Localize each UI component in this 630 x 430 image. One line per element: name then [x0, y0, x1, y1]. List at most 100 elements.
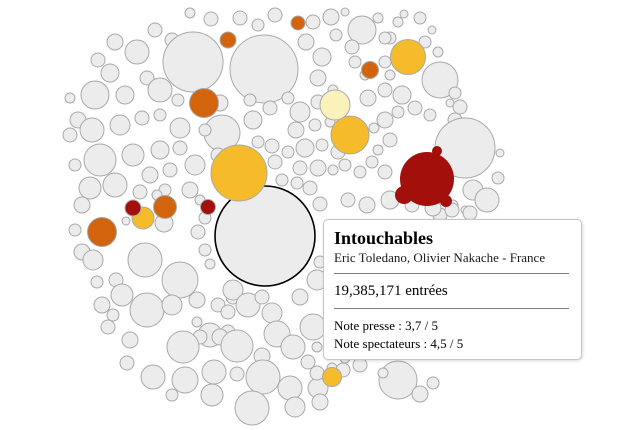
bubble[interactable] [243, 93, 257, 107]
bubble[interactable] [312, 47, 332, 67]
bubble[interactable] [302, 180, 318, 196]
bubble[interactable] [495, 148, 505, 158]
bubble[interactable] [210, 144, 268, 202]
bubble[interactable] [68, 158, 82, 172]
bubble[interactable] [166, 330, 200, 364]
bubble[interactable] [315, 138, 329, 152]
bubble[interactable] [78, 176, 102, 200]
bubble[interactable] [452, 99, 468, 115]
bubble[interactable] [110, 283, 134, 307]
bubble[interactable] [281, 145, 295, 159]
bubble[interactable] [361, 61, 379, 79]
bubble[interactable] [251, 18, 265, 32]
bubble[interactable] [368, 122, 380, 134]
bubble[interactable] [491, 171, 505, 185]
bubble[interactable] [165, 388, 179, 402]
bubble[interactable] [377, 82, 393, 98]
bubble[interactable] [407, 100, 423, 116]
bubble[interactable] [300, 354, 316, 370]
bubble[interactable] [340, 192, 356, 208]
bubble[interactable] [411, 385, 429, 403]
bubble[interactable] [413, 11, 427, 25]
bubble[interactable] [200, 383, 224, 407]
bubble[interactable] [62, 127, 78, 143]
bubble[interactable] [87, 217, 117, 247]
bubble[interactable] [358, 196, 376, 214]
bubble[interactable] [311, 341, 323, 353]
bubble[interactable] [377, 164, 393, 180]
bubble[interactable] [426, 376, 440, 390]
bubble[interactable] [284, 396, 306, 418]
bubble[interactable] [234, 390, 270, 426]
bubble[interactable] [305, 14, 321, 30]
bubble[interactable] [219, 31, 237, 49]
bubble[interactable] [261, 302, 283, 324]
bubble[interactable] [378, 31, 392, 45]
bubble[interactable] [329, 28, 343, 42]
bubble[interactable] [267, 154, 283, 170]
bubble[interactable] [184, 154, 206, 176]
bubble[interactable] [229, 34, 299, 104]
bubble[interactable] [264, 138, 280, 154]
bubble[interactable] [134, 110, 150, 126]
bubble[interactable] [309, 159, 327, 177]
bubble[interactable] [340, 7, 350, 17]
bubble[interactable] [378, 360, 418, 400]
bubble[interactable] [330, 115, 370, 155]
bubble[interactable] [132, 184, 148, 200]
bubble[interactable] [353, 165, 367, 179]
bubble[interactable] [232, 10, 248, 26]
bubble[interactable] [90, 275, 104, 289]
bubble[interactable] [308, 118, 322, 132]
bubble[interactable] [352, 357, 368, 373]
bubble[interactable] [390, 39, 426, 75]
bubble[interactable] [391, 105, 405, 119]
bubble[interactable] [153, 108, 167, 122]
bubble[interactable] [198, 123, 212, 137]
bubble[interactable] [200, 199, 216, 215]
bubble[interactable] [124, 39, 150, 65]
bubble[interactable] [295, 138, 315, 158]
bubble[interactable] [201, 359, 227, 385]
bubble[interactable] [73, 196, 91, 214]
bubble[interactable] [106, 33, 124, 51]
bubble[interactable] [203, 11, 219, 27]
bubble[interactable] [229, 366, 245, 382]
bubble[interactable] [418, 35, 432, 49]
bubble[interactable] [109, 114, 131, 136]
bubble[interactable] [121, 216, 131, 226]
bubble[interactable] [93, 296, 111, 314]
bubble[interactable] [80, 80, 110, 110]
bubble[interactable] [82, 249, 104, 271]
bubble[interactable] [188, 291, 206, 309]
bubble[interactable] [322, 8, 340, 26]
bubble[interactable] [348, 55, 362, 69]
bubble[interactable] [190, 224, 206, 240]
bubble[interactable] [222, 279, 244, 301]
bubble[interactable] [378, 55, 392, 69]
bubble[interactable] [262, 100, 278, 116]
bubble[interactable] [291, 288, 309, 306]
bubble[interactable] [184, 7, 196, 19]
bubble[interactable] [474, 187, 500, 213]
bubble[interactable] [106, 308, 120, 322]
bubble[interactable] [444, 202, 460, 218]
bubble[interactable] [423, 108, 437, 122]
bubble[interactable] [140, 364, 166, 390]
bubble[interactable] [280, 334, 306, 360]
bubble[interactable] [121, 331, 139, 349]
bubble[interactable] [147, 77, 173, 103]
bubble[interactable] [102, 172, 128, 198]
bubble[interactable] [100, 63, 120, 83]
bubble[interactable] [392, 16, 404, 28]
bubble[interactable] [338, 158, 352, 172]
bubble[interactable] [344, 39, 360, 55]
bubble[interactable] [327, 164, 339, 176]
selected-bubble[interactable] [214, 185, 316, 287]
bubble[interactable] [139, 70, 155, 86]
bubble[interactable] [359, 89, 377, 107]
bubble[interactable] [275, 173, 289, 187]
bubble[interactable] [153, 195, 177, 219]
bubble[interactable] [64, 92, 76, 104]
bubble[interactable] [399, 9, 409, 19]
